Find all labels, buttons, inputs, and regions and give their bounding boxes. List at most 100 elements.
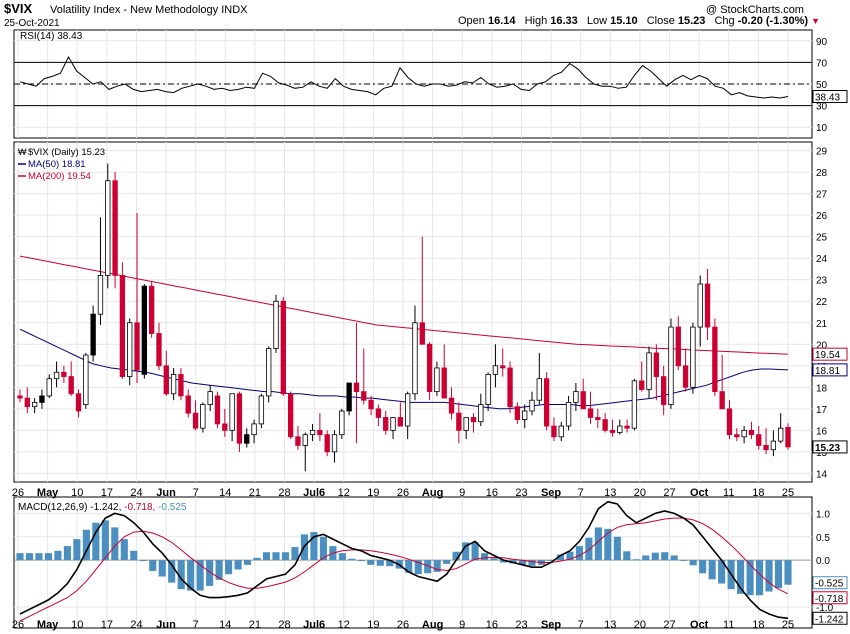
x-axis-label: Sep bbox=[541, 487, 561, 499]
x-axis-label: 11 bbox=[723, 487, 734, 499]
candle-body bbox=[353, 382, 360, 393]
macd-hist-bar bbox=[405, 560, 413, 573]
candle-body bbox=[295, 436, 301, 446]
candle-body bbox=[317, 429, 323, 436]
candle-body bbox=[719, 391, 725, 410]
macd-hist-bar bbox=[547, 560, 555, 561]
candle bbox=[595, 408, 601, 429]
panel-frame-price bbox=[13, 141, 813, 483]
candle bbox=[748, 421, 755, 439]
x-axis-label: 21 bbox=[249, 487, 261, 499]
candle bbox=[741, 426, 747, 444]
candle-body bbox=[287, 393, 294, 438]
macd-hist-bar bbox=[594, 527, 602, 561]
candle-body bbox=[148, 285, 155, 334]
candle-body bbox=[127, 322, 133, 377]
candle-body bbox=[97, 275, 104, 315]
close-value: 15.23 bbox=[677, 15, 706, 27]
candle-body bbox=[726, 408, 733, 436]
x-axis-label: 25 bbox=[782, 487, 794, 499]
candle bbox=[141, 284, 148, 379]
candle bbox=[207, 385, 213, 411]
candle bbox=[331, 430, 338, 463]
macd-hist-bar bbox=[765, 560, 773, 592]
candle bbox=[478, 393, 484, 427]
macd-hist-bar bbox=[206, 560, 214, 586]
x-axis-label: Jun bbox=[156, 487, 176, 499]
candle-body bbox=[280, 300, 286, 395]
macd-hist-bar bbox=[44, 553, 52, 561]
candle bbox=[419, 236, 425, 345]
candle bbox=[675, 316, 681, 371]
macd-hist-bar bbox=[319, 536, 327, 561]
candle bbox=[565, 395, 572, 431]
macd-hist-bar bbox=[518, 560, 527, 565]
rsi-legend: RSI(14) 38.43 bbox=[20, 31, 83, 42]
price-legend-0: $VIX (Daily) 15.23 bbox=[28, 147, 105, 158]
candle-body bbox=[192, 412, 199, 429]
copyright-text[interactable]: @ StockCharts.com bbox=[706, 4, 804, 16]
candle bbox=[587, 391, 594, 424]
macd-hist-bar bbox=[604, 528, 612, 561]
macd-hist-bar bbox=[566, 551, 574, 561]
candle-body bbox=[602, 419, 608, 431]
candle-body bbox=[68, 376, 74, 395]
price-tick-label: 25 bbox=[816, 233, 828, 244]
macd-hist-bar bbox=[253, 557, 261, 561]
candle bbox=[426, 342, 433, 401]
candle-body bbox=[712, 326, 718, 393]
macd-hist-bar bbox=[433, 560, 441, 572]
candle bbox=[75, 389, 82, 418]
x-axis-label: 16 bbox=[486, 487, 498, 499]
candle-body bbox=[536, 378, 542, 401]
price-value-box bbox=[812, 440, 848, 454]
candle bbox=[119, 262, 126, 379]
x-axis-label: 27 bbox=[663, 487, 675, 499]
candle bbox=[53, 361, 60, 388]
candle-body bbox=[551, 425, 557, 438]
macd-hist-bar bbox=[215, 560, 223, 580]
x-axis-label: 14 bbox=[219, 487, 231, 499]
candle-body bbox=[463, 417, 469, 431]
candle-body bbox=[119, 275, 126, 377]
candle-body bbox=[690, 326, 696, 388]
candle-body bbox=[470, 417, 477, 423]
candle-body bbox=[756, 434, 762, 446]
macd-hist-bar bbox=[177, 560, 185, 590]
ma50-line bbox=[19, 328, 789, 410]
candle-body bbox=[631, 380, 638, 429]
macd-hist-bar bbox=[471, 542, 479, 561]
candle-body bbox=[90, 313, 96, 356]
macd-hist-bar bbox=[139, 560, 147, 562]
legend-candle-icon: ₩ bbox=[18, 147, 27, 157]
price-tick-label: 18 bbox=[816, 383, 828, 394]
x-axis-label-bottom: 18 bbox=[752, 619, 764, 631]
candle-body bbox=[244, 434, 250, 444]
candle bbox=[31, 398, 38, 414]
macd-hist-bar bbox=[718, 560, 726, 584]
candle bbox=[602, 413, 608, 433]
macd-value-box bbox=[812, 591, 848, 605]
macd-hist-bar bbox=[291, 547, 299, 561]
macd-hist-bar bbox=[689, 560, 697, 566]
candle bbox=[324, 430, 330, 457]
price-tick-label: 24 bbox=[816, 254, 828, 265]
candle-body bbox=[412, 322, 418, 395]
x-axis-label-bottom: 14 bbox=[219, 619, 231, 631]
candle bbox=[134, 213, 140, 384]
candle-body bbox=[17, 395, 23, 399]
candle-body bbox=[105, 180, 111, 276]
price-tick-label: 16 bbox=[816, 426, 828, 437]
rsi-tick-label: 10 bbox=[816, 123, 828, 134]
candle-body bbox=[112, 180, 118, 276]
candle-body bbox=[236, 393, 243, 444]
macd-hist-bar bbox=[244, 560, 252, 565]
candle-body bbox=[134, 322, 140, 371]
macd-hist-bar bbox=[25, 553, 34, 561]
x-axis-label-bottom: May bbox=[37, 619, 59, 631]
x-axis-label-bottom: 25 bbox=[782, 619, 794, 631]
candle bbox=[763, 428, 769, 455]
candle bbox=[236, 391, 243, 452]
x-axis-label: 23 bbox=[515, 487, 527, 499]
